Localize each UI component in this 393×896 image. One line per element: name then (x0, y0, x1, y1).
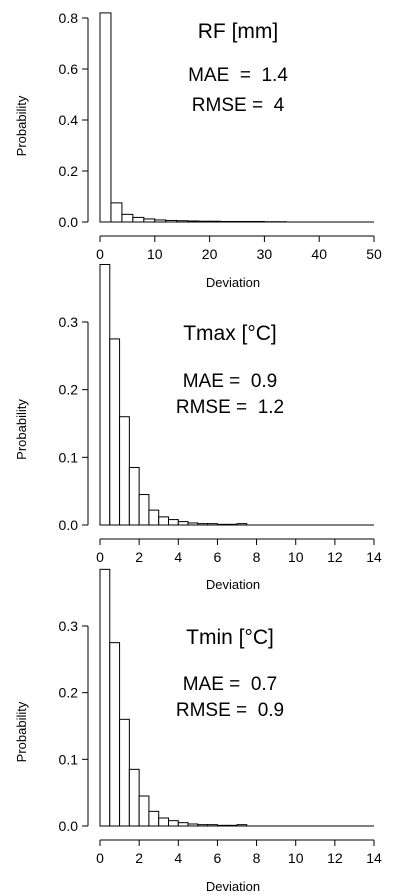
y-tick-label: 0.0 (59, 818, 79, 834)
x-tick-label: 10 (288, 850, 304, 866)
histogram-panel-2: 0.0 0.1 0.2 0.3 0 2 4 6 8 10 12 14 Deviation Probabil… (14, 263, 382, 592)
y-axis-label: Probability (14, 701, 29, 762)
y-tick-label: 0.4 (59, 112, 79, 128)
x-tick-label: 50 (366, 246, 382, 262)
y-tick-label: 0.0 (59, 517, 79, 533)
x-tick-label: 6 (214, 850, 222, 866)
histogram-bar (128, 768, 140, 827)
histogram-bar (119, 416, 130, 526)
y-axis-label: Probability (14, 399, 29, 460)
x-tick-label: 12 (327, 549, 343, 565)
mae-annotation: MAE = 1.4 (188, 65, 288, 86)
x-axis-label: Deviation (206, 577, 260, 592)
x-tick-label: 4 (174, 549, 182, 565)
histogram-bar (121, 213, 134, 223)
x-tick-label: 12 (327, 850, 343, 866)
histogram-bar (99, 568, 111, 827)
x-tick-label: 0 (96, 246, 104, 262)
x-tick-label: 0 (96, 549, 104, 565)
x-tick-label: 6 (214, 549, 222, 565)
panel-title: RF [mm] (198, 20, 278, 43)
histogram-bar (128, 466, 140, 526)
histogram-bar (148, 810, 160, 827)
y-tick-label: 0.3 (59, 618, 79, 634)
histogram-panel-1: 0.0 0.2 0.4 0.6 0.8 0 10 20 30 40 50 Deviation Proba… (14, 10, 382, 290)
mae-annotation: MAE = 0.7 (183, 674, 278, 695)
x-tick-label: 8 (253, 850, 261, 866)
y-tick-label: 0.8 (59, 10, 79, 26)
rmse-annotation: RMSE = 1.2 (176, 397, 284, 418)
x-tick-label: 10 (288, 549, 304, 565)
histogram-bar (138, 795, 150, 827)
x-tick-label: 30 (257, 246, 273, 262)
y-tick-label: 0.6 (59, 61, 79, 77)
histogram-bar (158, 516, 169, 526)
x-axis-label: Deviation (206, 275, 260, 290)
x-tick-label: 8 (253, 549, 261, 565)
histogram-bar (148, 509, 160, 526)
y-tick-label: 0.2 (59, 163, 79, 179)
x-tick-label: 40 (311, 246, 327, 262)
x-tick-label: 10 (147, 246, 163, 262)
rmse-annotation: RMSE = 0.9 (176, 700, 284, 721)
histogram-bar (109, 338, 121, 526)
x-tick-label: 4 (174, 850, 182, 866)
x-tick-label: 14 (366, 850, 382, 866)
y-tick-label: 0.1 (59, 449, 79, 465)
x-tick-label: 2 (135, 549, 143, 565)
panel-title: Tmin [°C] (186, 626, 274, 649)
rmse-annotation: RMSE = 4 (192, 95, 285, 116)
histogram-bar (109, 642, 121, 827)
x-axis-label: Deviation (206, 879, 260, 894)
mae-annotation: MAE = 0.9 (183, 371, 278, 392)
histogram-bar (168, 519, 179, 526)
histogram-bar (168, 820, 179, 827)
histogram-bar (132, 216, 145, 223)
y-tick-label: 0.1 (59, 751, 79, 767)
histogram-bar (110, 202, 123, 223)
y-tick-label: 0.2 (59, 685, 79, 701)
histogram-bar (177, 521, 189, 526)
x-tick-label: 0 (96, 850, 104, 866)
histogram-bar (99, 263, 111, 526)
histogram-bar (99, 12, 112, 223)
histogram-panel-3: 0.0 0.1 0.2 0.3 0 2 4 6 8 10 12 14 Deviation Probabil… (14, 568, 382, 894)
panel-title: Tmax [°C] (183, 322, 277, 345)
x-tick-label: 20 (202, 246, 218, 262)
histogram-bar (119, 718, 130, 827)
y-axis-label: Probability (14, 95, 29, 156)
x-tick-label: 14 (366, 549, 382, 565)
y-tick-label: 0.3 (59, 314, 79, 330)
histogram-bar (158, 817, 169, 827)
y-tick-label: 0.0 (59, 214, 79, 230)
x-tick-label: 2 (135, 850, 143, 866)
y-tick-label: 0.2 (59, 382, 79, 398)
histogram-bar (138, 494, 150, 526)
